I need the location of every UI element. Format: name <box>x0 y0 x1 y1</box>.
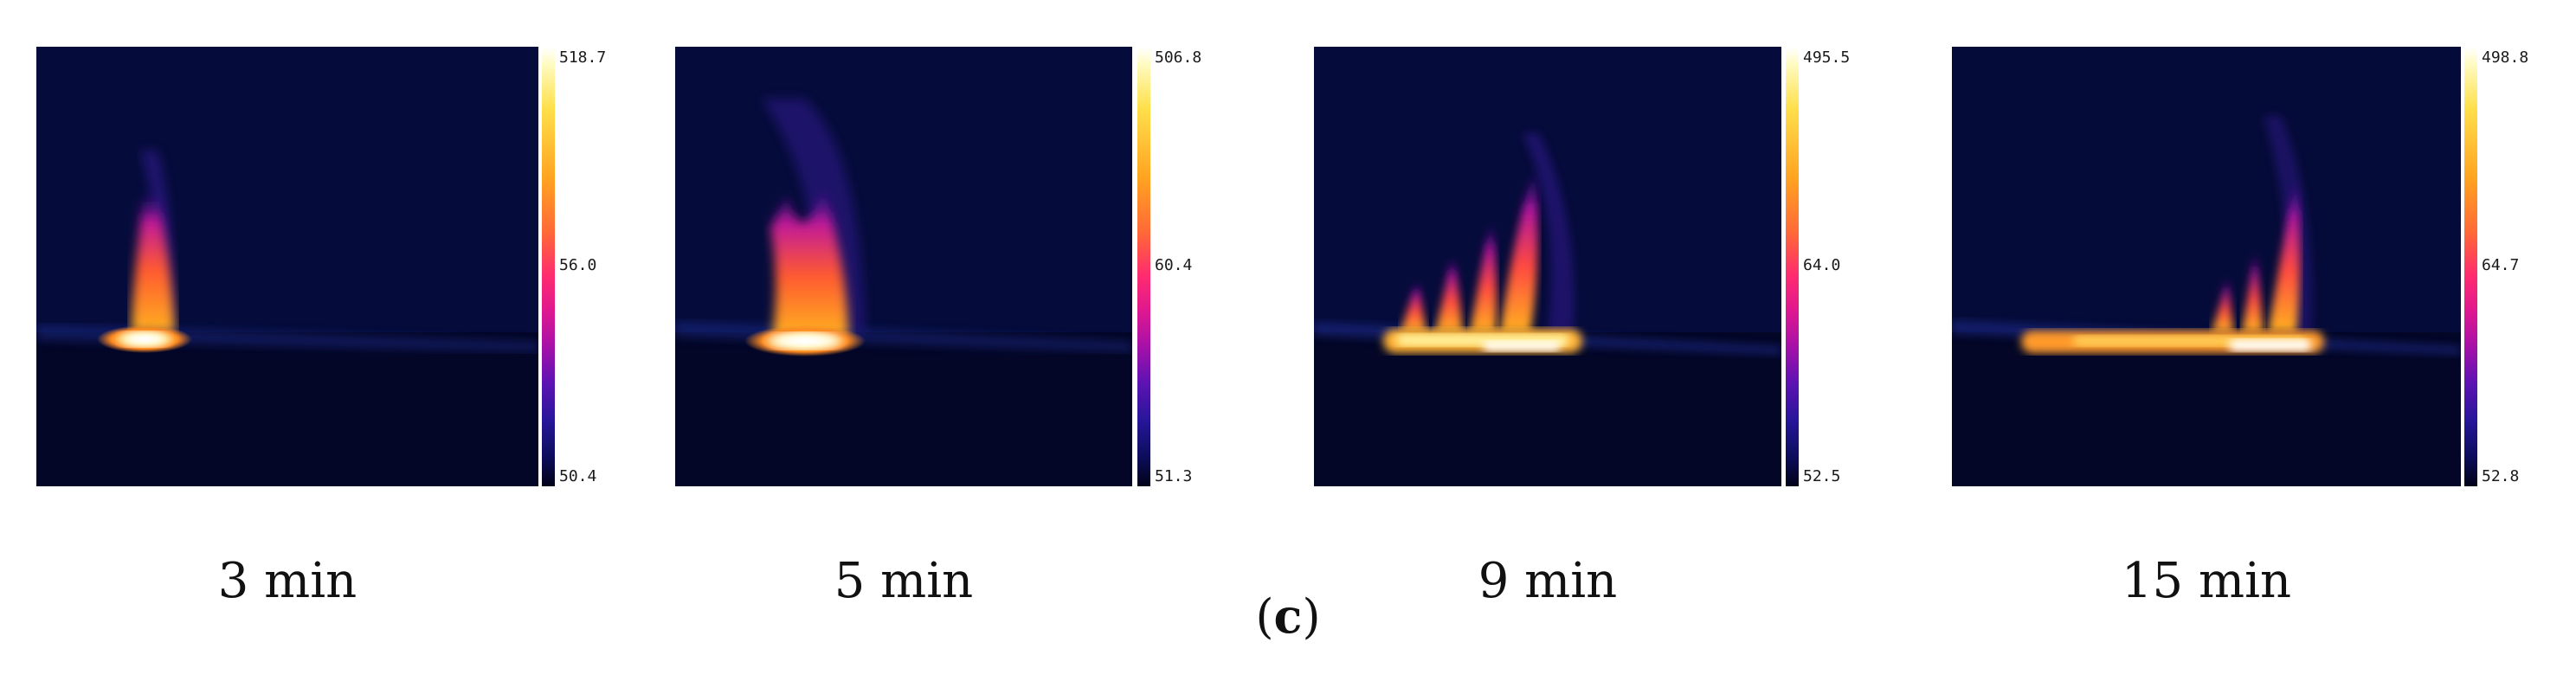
scale-max-label: 498.8 <box>2482 48 2529 67</box>
color-scale-bar <box>1137 47 1150 486</box>
thermal-panel-2: 506.8 60.4 51.3 5 min <box>675 47 1281 609</box>
scale-min-label: 52.5 <box>1803 467 1841 485</box>
scale-mid-label: 56.0 <box>559 256 597 274</box>
scale-max-label: 518.7 <box>559 48 607 67</box>
panel-caption: 3 min <box>217 553 357 609</box>
thermal-image-3min <box>36 47 538 486</box>
scale-max-label: 495.5 <box>1803 48 1851 67</box>
figure-sublabel: (c) <box>1255 588 1321 644</box>
scale-min-label: 52.8 <box>2482 467 2520 485</box>
scale-min-label: 51.3 <box>1155 467 1193 485</box>
scale-max-label: 506.8 <box>1155 48 1202 67</box>
thermal-image-5min <box>675 47 1132 486</box>
thermal-panel-1: 518.7 56.0 50.4 3 min <box>36 47 642 609</box>
scale-min-label: 50.4 <box>559 467 597 485</box>
thermal-panel-3: 495.5 64.0 52.5 9 min <box>1314 47 1920 609</box>
scale-mid-label: 60.4 <box>1155 256 1193 274</box>
thermal-panel-4: 498.8 64.7 52.8 15 min <box>1952 47 2558 609</box>
thermal-image-15min <box>1952 47 2461 486</box>
panel-caption: 9 min <box>1478 553 1618 609</box>
color-scale-bar <box>2464 47 2477 486</box>
color-scale-bar <box>1786 47 1799 486</box>
thermal-image-9min <box>1314 47 1781 486</box>
scale-mid-label: 64.7 <box>2482 256 2520 274</box>
color-scale-bar <box>542 47 555 486</box>
panel-caption: 5 min <box>834 553 974 609</box>
panel-caption: 15 min <box>2121 553 2292 609</box>
scale-mid-label: 64.0 <box>1803 256 1841 274</box>
